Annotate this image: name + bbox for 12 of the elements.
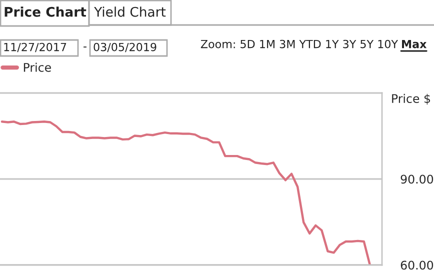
- y-tick-label: 90.00: [400, 174, 434, 184]
- text: 11/27/2017: [4, 42, 66, 52]
- text: 03/05/2019: [94, 42, 156, 52]
- legend-label: Price: [24, 62, 51, 72]
- line-series: [0, 120, 372, 265]
- y-tick-label: 60.00: [400, 260, 434, 270]
- text: Price Chart: [4, 6, 86, 17]
- text: -: [84, 46, 86, 48]
- text: Max: [402, 40, 427, 48]
- text: Zoom: 5D 1M 3M YTD 1Y 3Y 5Y 10Y: [200, 40, 398, 48]
- y-axis-title: Price $: [392, 94, 430, 105]
- text: Yield Chart: [94, 6, 166, 17]
